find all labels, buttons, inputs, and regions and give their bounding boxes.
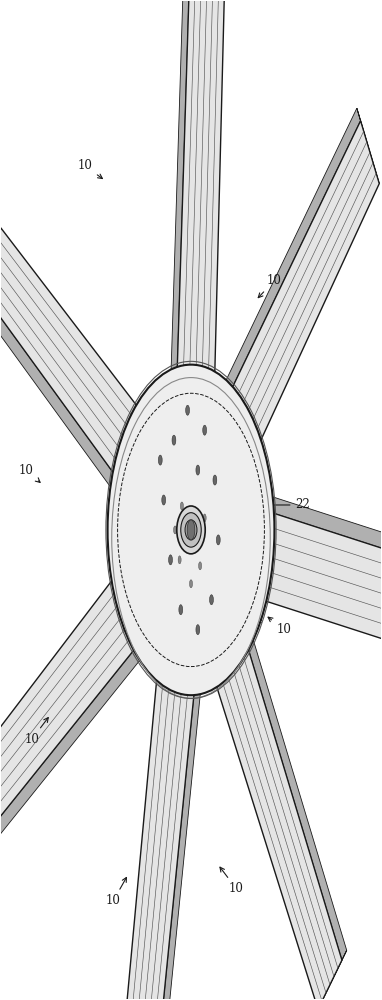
Polygon shape — [0, 615, 165, 834]
Polygon shape — [357, 108, 379, 184]
Circle shape — [159, 455, 162, 465]
Circle shape — [199, 562, 202, 570]
Text: 22: 22 — [239, 498, 310, 511]
Circle shape — [186, 405, 189, 415]
Polygon shape — [0, 228, 164, 520]
Circle shape — [196, 465, 200, 475]
Polygon shape — [171, 420, 179, 464]
Polygon shape — [146, 644, 205, 1000]
Polygon shape — [202, 585, 342, 1000]
Polygon shape — [146, 520, 164, 541]
Circle shape — [210, 595, 214, 605]
Circle shape — [162, 495, 165, 505]
Circle shape — [189, 580, 193, 588]
Text: 10: 10 — [78, 159, 102, 179]
Polygon shape — [199, 600, 203, 647]
Circle shape — [172, 435, 176, 445]
Polygon shape — [213, 500, 233, 589]
Text: 10: 10 — [19, 464, 40, 482]
Polygon shape — [196, 558, 229, 640]
Polygon shape — [318, 950, 347, 1000]
Polygon shape — [202, 430, 233, 518]
Text: 10: 10 — [268, 617, 291, 636]
Circle shape — [168, 555, 172, 565]
Polygon shape — [233, 484, 382, 556]
Circle shape — [196, 625, 200, 635]
Polygon shape — [212, 121, 379, 501]
Polygon shape — [176, 421, 214, 471]
Circle shape — [217, 535, 220, 545]
Polygon shape — [170, 0, 195, 421]
Ellipse shape — [108, 365, 274, 695]
Polygon shape — [208, 108, 361, 430]
Polygon shape — [0, 298, 148, 534]
Ellipse shape — [181, 513, 201, 547]
Polygon shape — [216, 551, 233, 585]
Text: 10: 10 — [24, 718, 48, 746]
Polygon shape — [176, 0, 229, 430]
Polygon shape — [148, 526, 175, 615]
Polygon shape — [228, 500, 382, 645]
Ellipse shape — [177, 506, 205, 554]
Text: 24: 24 — [217, 594, 263, 626]
Circle shape — [179, 605, 183, 615]
Polygon shape — [0, 533, 162, 820]
Polygon shape — [229, 575, 347, 960]
Circle shape — [173, 526, 176, 534]
Circle shape — [180, 502, 183, 510]
Polygon shape — [113, 618, 199, 1000]
Polygon shape — [148, 441, 176, 531]
Polygon shape — [162, 587, 177, 626]
Polygon shape — [0, 228, 1, 312]
Text: 10: 10 — [258, 274, 282, 298]
Polygon shape — [162, 581, 199, 644]
Ellipse shape — [185, 520, 197, 540]
Circle shape — [203, 514, 206, 522]
Polygon shape — [199, 421, 212, 464]
Circle shape — [187, 520, 195, 540]
Circle shape — [178, 556, 181, 564]
Circle shape — [213, 475, 217, 485]
Polygon shape — [217, 488, 233, 505]
Text: 10: 10 — [220, 867, 244, 895]
Text: 10: 10 — [106, 877, 126, 907]
Circle shape — [203, 425, 207, 435]
